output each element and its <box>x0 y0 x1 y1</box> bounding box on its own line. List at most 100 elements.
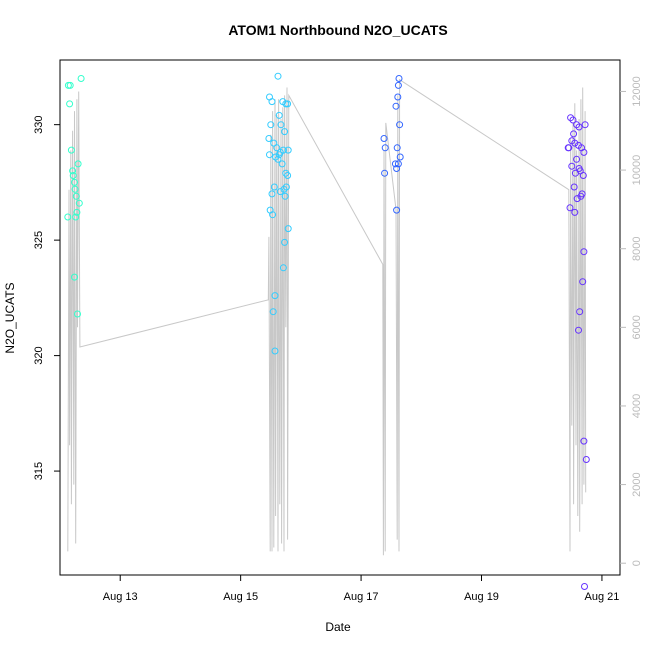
data-point <box>265 135 273 142</box>
data-point <box>74 310 81 318</box>
y-axis: 315 320 325 330 <box>33 116 60 480</box>
data-point <box>74 160 82 168</box>
data-point <box>69 172 77 179</box>
data-point <box>284 225 292 233</box>
data-point <box>570 183 578 191</box>
data-point <box>579 172 587 179</box>
data-point <box>269 308 277 316</box>
data-point <box>273 144 281 152</box>
data-point <box>275 111 283 119</box>
data-point <box>569 116 577 124</box>
data-point <box>73 208 81 216</box>
data-point <box>67 146 75 154</box>
y-tick-label: 320 <box>33 346 45 364</box>
data-point <box>282 169 290 177</box>
data-point <box>72 192 80 200</box>
data-point <box>394 160 402 168</box>
data-point <box>394 93 402 101</box>
data-point <box>75 199 83 207</box>
data-point <box>393 165 401 172</box>
data-point <box>579 278 587 286</box>
x-tick-label: Aug 15 <box>223 591 258 603</box>
data-point <box>580 148 588 156</box>
altitude-line <box>67 78 587 556</box>
data-point <box>278 160 286 168</box>
data-point <box>392 102 400 110</box>
right-axis: 0 2000 4000 6000 8000 10000 12000 <box>620 76 643 566</box>
data-point <box>571 139 579 147</box>
data-point <box>380 135 388 142</box>
altitude-line-layer <box>67 78 587 556</box>
data-point <box>394 81 402 89</box>
x-axis: Aug 13 Aug 15 Aug 17 Aug 19 Aug 21 <box>103 575 619 603</box>
data-point <box>71 273 78 281</box>
right-tick-label: 10000 <box>631 155 643 186</box>
data-point <box>72 213 80 221</box>
data-point <box>282 183 290 191</box>
data-point <box>284 100 292 108</box>
data-point <box>69 167 77 175</box>
data-point <box>274 155 282 163</box>
data-point <box>391 160 399 168</box>
data-point <box>274 72 282 80</box>
y-tick-label: 315 <box>33 462 45 480</box>
data-point <box>272 153 280 161</box>
data-point <box>575 326 582 334</box>
data-point <box>71 178 78 186</box>
data-point <box>567 114 575 122</box>
data-point <box>284 146 292 154</box>
x-tick-label: Aug 19 <box>464 591 499 603</box>
data-point <box>570 130 578 138</box>
data-point <box>268 190 276 198</box>
right-tick-label: 12000 <box>631 76 643 107</box>
data-point <box>271 347 279 355</box>
data-point <box>270 183 278 191</box>
data-point <box>281 128 289 136</box>
right-tick-label: 6000 <box>631 315 643 339</box>
data-point <box>269 211 277 219</box>
x-tick-label: Aug 13 <box>103 591 138 603</box>
data-point <box>267 121 275 129</box>
data-point <box>281 238 289 246</box>
data-point <box>395 75 403 82</box>
right-tick-label: 0 <box>631 560 643 566</box>
x-axis-label: Date <box>325 620 351 634</box>
data-point <box>381 144 389 152</box>
y-axis-label: N2O_UCATS <box>3 282 17 353</box>
points-layer <box>64 72 590 590</box>
x-tick-label: Aug 17 <box>344 591 379 603</box>
data-point <box>277 121 285 129</box>
data-point <box>581 121 589 129</box>
x-tick-label: Aug 21 <box>584 591 619 603</box>
data-point <box>66 100 74 108</box>
data-point <box>279 146 287 154</box>
data-point <box>276 188 284 196</box>
y-tick-label: 325 <box>33 231 45 249</box>
data-point <box>71 185 79 193</box>
plot-frame <box>59 59 621 576</box>
right-tick-label: 8000 <box>631 236 643 260</box>
data-point <box>280 185 288 193</box>
data-point <box>271 292 279 300</box>
data-point <box>284 172 292 179</box>
data-point <box>573 155 581 163</box>
data-point <box>268 98 276 106</box>
data-point <box>580 437 588 445</box>
data-point <box>275 151 283 159</box>
data-point <box>577 192 585 200</box>
data-point <box>580 248 588 256</box>
data-point <box>573 195 581 203</box>
data-point <box>393 144 401 152</box>
data-point <box>396 153 404 161</box>
data-point <box>396 121 404 129</box>
data-point <box>66 81 74 89</box>
right-tick-label: 4000 <box>631 394 643 418</box>
data-point <box>64 213 72 221</box>
data-point <box>381 169 389 177</box>
data-point <box>568 162 576 170</box>
data-point <box>279 264 287 272</box>
right-tick-label: 2000 <box>631 472 643 496</box>
data-point <box>393 206 401 214</box>
data-point <box>564 144 572 152</box>
